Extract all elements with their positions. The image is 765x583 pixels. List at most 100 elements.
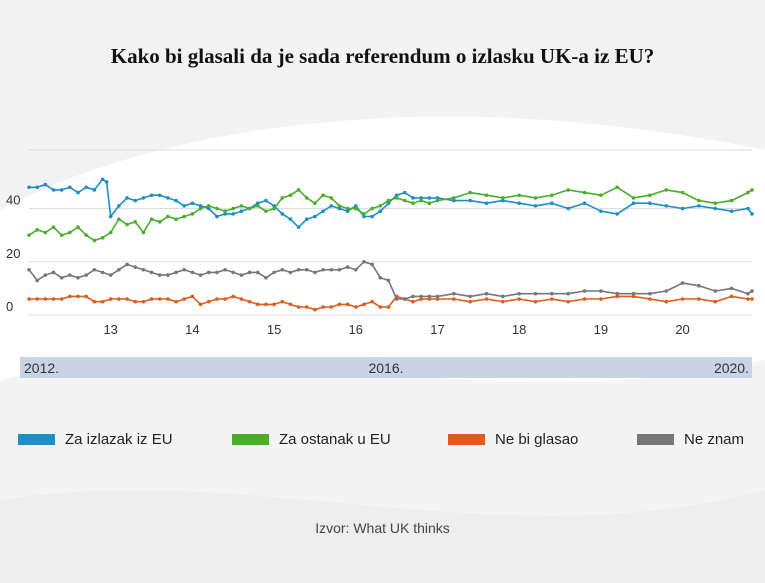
data-point-exit bbox=[104, 180, 109, 184]
data-point-exit bbox=[337, 206, 342, 211]
data-point-not_vote bbox=[550, 297, 554, 301]
data-point-dont_know bbox=[599, 289, 603, 293]
data-point-remain bbox=[599, 193, 603, 198]
data-point-dont_know bbox=[501, 294, 505, 299]
data-point-exit bbox=[288, 217, 293, 221]
data-point-not_vote bbox=[264, 302, 268, 307]
data-point-not_vote bbox=[141, 299, 146, 304]
data-point-remain bbox=[108, 230, 113, 235]
data-point-not_vote bbox=[27, 297, 31, 301]
x-tick-label: 16 bbox=[349, 322, 363, 337]
data-point-dont_know bbox=[264, 275, 268, 280]
data-point-remain bbox=[664, 188, 669, 192]
timeline-label: 2016. bbox=[368, 360, 403, 376]
data-point-not_vote bbox=[76, 294, 80, 299]
data-point-not_vote bbox=[133, 299, 138, 304]
y-tick-label: 20 bbox=[6, 246, 20, 261]
legend-label-not-vote: Ne bi glasao bbox=[495, 430, 579, 448]
data-point-exit bbox=[239, 209, 244, 214]
data-point-dont_know bbox=[394, 297, 399, 301]
data-point-dont_know bbox=[386, 278, 391, 283]
data-point-remain bbox=[550, 193, 554, 198]
data-point-dont_know bbox=[51, 270, 56, 275]
data-point-dont_know bbox=[35, 278, 39, 283]
data-point-dont_know bbox=[231, 270, 236, 275]
data-point-exit bbox=[680, 206, 685, 211]
data-point-exit bbox=[582, 201, 587, 206]
data-point-not_vote bbox=[223, 297, 227, 301]
data-point-dont_know bbox=[566, 291, 570, 296]
data-point-exit bbox=[713, 206, 718, 211]
data-point-not_vote bbox=[68, 294, 72, 299]
data-point-not_vote bbox=[664, 299, 669, 304]
data-point-exit bbox=[427, 196, 432, 200]
data-point-remain bbox=[697, 198, 701, 203]
data-point-exit bbox=[729, 209, 734, 214]
data-point-not_vote bbox=[484, 297, 489, 301]
data-point-not_vote bbox=[353, 305, 358, 309]
legend-swatch-dont-know bbox=[637, 433, 674, 445]
data-point-not_vote bbox=[337, 302, 342, 307]
data-point-not_vote bbox=[378, 305, 383, 309]
data-point-remain bbox=[76, 225, 80, 229]
data-point-dont_know bbox=[76, 275, 80, 280]
data-point-dont_know bbox=[345, 265, 350, 269]
legend-swatch-remain bbox=[232, 433, 269, 445]
data-point-exit bbox=[599, 209, 603, 214]
data-point-remain bbox=[215, 206, 219, 211]
series-line-dont_know bbox=[28, 261, 753, 300]
data-point-remain bbox=[362, 212, 366, 216]
data-point-remain bbox=[149, 217, 154, 221]
data-point-not_vote bbox=[419, 297, 423, 301]
data-point-dont_know bbox=[468, 294, 472, 299]
data-point-dont_know bbox=[533, 291, 538, 296]
data-point-exit bbox=[264, 198, 268, 203]
data-point-not_vote bbox=[680, 297, 685, 301]
y-tick-label: 0 bbox=[6, 299, 13, 314]
data-point-remain bbox=[370, 206, 374, 211]
data-point-not_vote bbox=[296, 305, 301, 309]
data-point-not_vote bbox=[43, 297, 48, 301]
data-point-remain bbox=[35, 228, 39, 232]
data-point-dont_know bbox=[84, 273, 88, 277]
data-point-not_vote bbox=[239, 297, 244, 301]
data-point-dont_know bbox=[411, 294, 415, 299]
data-point-remain bbox=[321, 193, 325, 198]
data-point-remain bbox=[223, 209, 227, 214]
data-point-exit bbox=[533, 204, 538, 208]
data-point-dont_know bbox=[378, 275, 383, 280]
data-point-dont_know bbox=[198, 273, 203, 277]
x-tick-label: 17 bbox=[430, 322, 444, 337]
data-point-remain bbox=[729, 198, 734, 203]
data-point-exit bbox=[296, 225, 301, 229]
data-point-exit bbox=[59, 188, 64, 192]
data-point-dont_know bbox=[746, 291, 750, 296]
data-point-not_vote bbox=[750, 297, 754, 301]
data-point-not_vote bbox=[215, 297, 219, 301]
data-point-dont_know bbox=[247, 270, 252, 275]
x-tick-label: 18 bbox=[512, 322, 526, 337]
data-point-exit bbox=[125, 196, 129, 200]
data-point-not_vote bbox=[280, 299, 285, 304]
data-point-exit bbox=[468, 198, 472, 203]
data-point-remain bbox=[92, 238, 97, 243]
source-note: Izvor: What UK thinks bbox=[315, 520, 450, 536]
data-point-not_vote bbox=[345, 302, 350, 307]
data-point-dont_know bbox=[419, 294, 423, 299]
data-point-remain bbox=[484, 193, 489, 198]
data-point-not_vote bbox=[288, 302, 293, 307]
data-point-remain bbox=[166, 214, 170, 219]
data-point-exit bbox=[484, 201, 489, 206]
data-point-remain bbox=[239, 204, 244, 208]
data-point-dont_know bbox=[27, 267, 31, 272]
data-point-not_vote bbox=[631, 294, 636, 299]
timeline-label: 2012. bbox=[24, 360, 59, 376]
data-point-not_vote bbox=[615, 294, 620, 299]
data-point-exit bbox=[198, 204, 203, 208]
data-point-remain bbox=[296, 188, 301, 192]
data-point-dont_know bbox=[435, 294, 440, 299]
data-point-remain bbox=[231, 206, 236, 211]
data-point-exit bbox=[141, 196, 146, 200]
data-point-exit bbox=[76, 190, 80, 195]
data-point-dont_know bbox=[239, 273, 244, 277]
